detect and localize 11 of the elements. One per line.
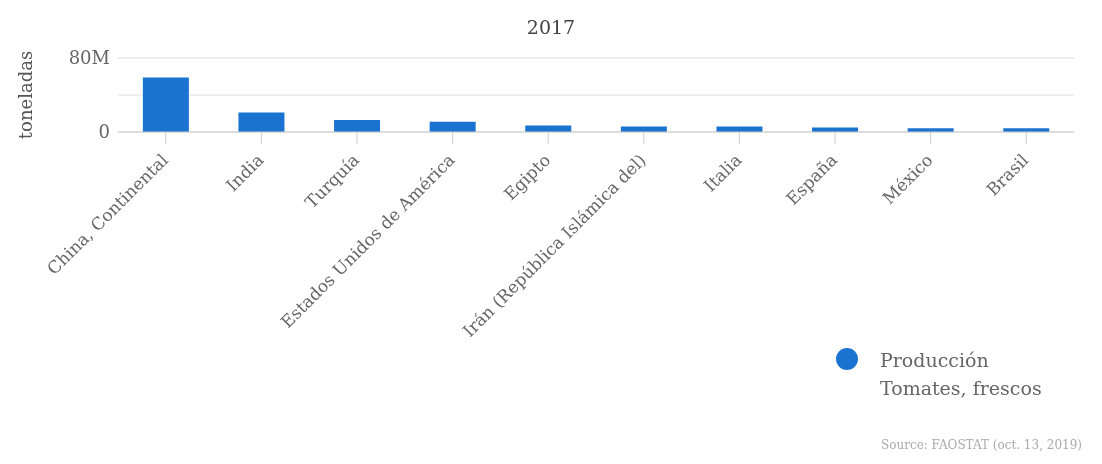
- y-tick-label: 0: [98, 121, 110, 143]
- bar: [620, 126, 667, 132]
- chart-title: 2017: [525, 16, 577, 38]
- bar: [716, 126, 763, 132]
- legend-label: Producción Tomates, frescos: [880, 348, 1043, 401]
- bar: [238, 112, 285, 132]
- bar: [334, 119, 381, 132]
- bar: [142, 77, 189, 132]
- source-note: Source: FAOSTAT (oct. 13, 2019): [881, 438, 1082, 452]
- y-axis-title: toneladas: [15, 50, 37, 140]
- y-tick-label: 80M: [68, 47, 110, 69]
